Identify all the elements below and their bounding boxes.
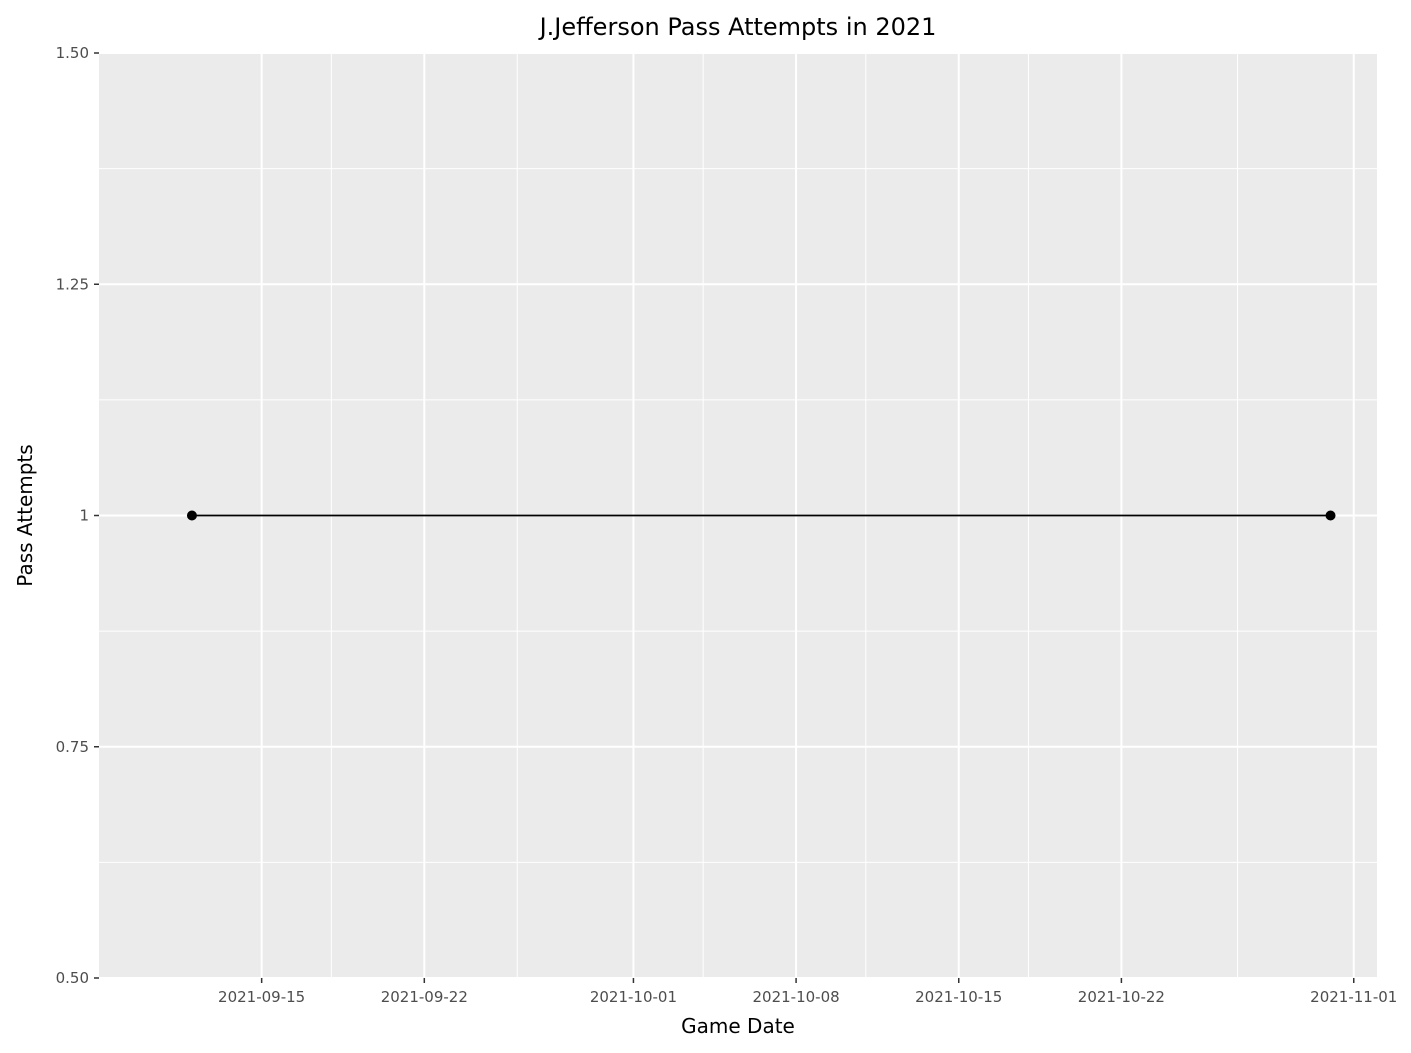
axes: 2021-09-15 2021-09-22 2021-10-01 2021-10-08… [56, 44, 1398, 1006]
y-tick-label: 1 [79, 507, 89, 525]
y-tick-label: 1.50 [56, 44, 89, 62]
y-axis-title: Pass Attempts [13, 444, 37, 586]
data-point [1325, 510, 1336, 521]
x-axis-title: Game Date [681, 1014, 795, 1038]
y-tick-label: 0.50 [56, 969, 89, 987]
x-tick-label: 2021-09-22 [381, 988, 468, 1006]
y-tick-label: 0.75 [56, 738, 89, 756]
chart-title: J.Jefferson Pass Attempts in 2021 [538, 13, 937, 41]
x-tick-label: 2021-10-01 [590, 988, 677, 1006]
y-tick-label: 1.25 [56, 275, 89, 293]
x-tick-label: 2021-10-08 [752, 988, 839, 1006]
data-point [186, 510, 197, 521]
x-tick-label: 2021-10-15 [915, 988, 1002, 1006]
x-tick-label: 2021-10-22 [1078, 988, 1165, 1006]
data-series [186, 510, 1336, 521]
x-tick-label: 2021-09-15 [218, 988, 305, 1006]
x-tick-label: 2021-11-01 [1310, 988, 1397, 1006]
